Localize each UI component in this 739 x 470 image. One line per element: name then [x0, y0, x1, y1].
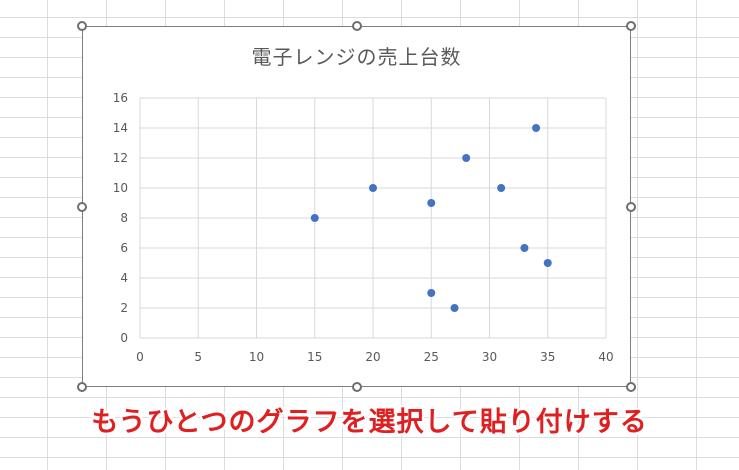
data-point[interactable] — [427, 289, 436, 297]
resize-handle-bottom-left[interactable] — [77, 382, 87, 392]
y-axis-labels: 0 2 4 6 8 10 12 14 16 — [113, 91, 128, 345]
x-tick-label: 20 — [365, 350, 380, 364]
resize-handle-top-center[interactable] — [352, 21, 362, 31]
data-point[interactable] — [532, 124, 541, 132]
data-point[interactable] — [543, 259, 552, 267]
data-point[interactable] — [427, 199, 436, 207]
resize-handle-middle-right[interactable] — [626, 202, 636, 212]
x-tick-label: 40 — [598, 350, 613, 364]
y-tick-label: 10 — [113, 181, 128, 195]
y-tick-label: 4 — [120, 271, 128, 285]
resize-handle-bottom-right[interactable] — [626, 382, 636, 392]
data-point[interactable] — [462, 154, 471, 162]
data-point[interactable] — [520, 244, 529, 252]
x-tick-label: 30 — [482, 350, 497, 364]
data-point[interactable] — [310, 214, 319, 222]
data-points — [310, 124, 552, 312]
x-tick-label: 35 — [540, 350, 555, 364]
data-point[interactable] — [497, 184, 506, 192]
x-tick-label: 5 — [194, 350, 202, 364]
y-tick-label: 8 — [120, 211, 128, 225]
resize-handle-middle-left[interactable] — [77, 202, 87, 212]
x-tick-label: 0 — [136, 350, 144, 364]
y-tick-label: 12 — [113, 151, 128, 165]
gridlines — [139, 97, 607, 339]
y-tick-label: 2 — [120, 301, 128, 315]
y-tick-label: 16 — [113, 91, 128, 105]
y-tick-label: 14 — [113, 121, 128, 135]
data-point[interactable] — [450, 304, 459, 312]
y-tick-label: 6 — [120, 241, 128, 255]
resize-handle-bottom-center[interactable] — [352, 382, 362, 392]
y-tick-label: 0 — [120, 331, 128, 345]
x-tick-label: 25 — [424, 350, 439, 364]
x-tick-label: 10 — [249, 350, 264, 364]
scatter-plot[interactable]: 0 5 10 15 20 25 30 35 40 0 2 4 6 8 10 12 14 16 — [83, 27, 632, 388]
chart-object[interactable]: 電子レンジの売上台数 0 5 10 15 20 25 30 35 40 0 2 4 6 8 10 12 14 1… — [82, 26, 631, 387]
resize-handle-top-right[interactable] — [626, 21, 636, 31]
x-tick-label: 15 — [307, 350, 322, 364]
x-axis-labels: 0 5 10 15 20 25 30 35 40 — [136, 350, 613, 364]
data-point[interactable] — [369, 184, 377, 192]
instruction-caption: もうひとつのグラフを選択して貼り付けする — [91, 407, 648, 438]
resize-handle-top-left[interactable] — [77, 21, 87, 31]
chart-title[interactable]: 電子レンジの売上台数 — [251, 45, 462, 69]
